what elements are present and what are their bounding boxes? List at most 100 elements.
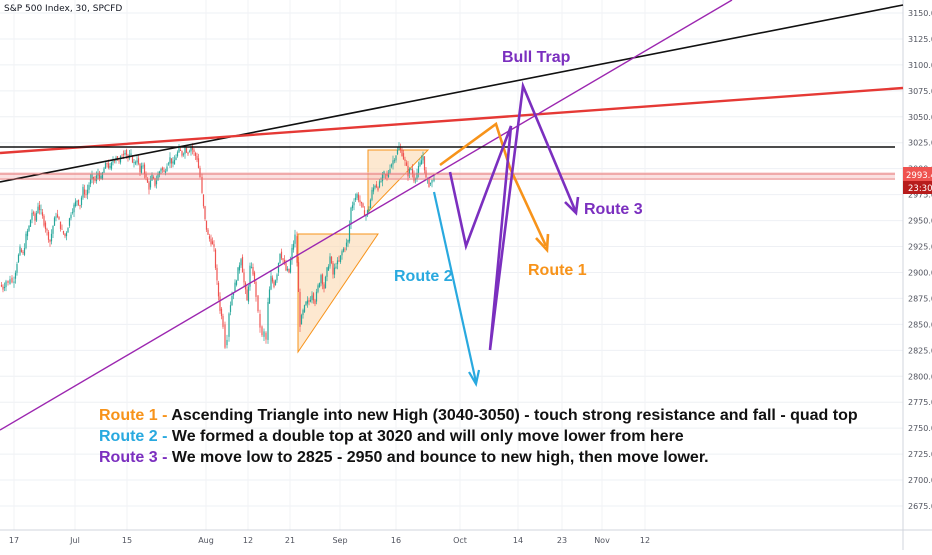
candle-body xyxy=(393,160,396,162)
price-tags[interactable]: 2993.4 23:30 xyxy=(903,167,932,194)
candle-body xyxy=(210,238,212,245)
candle-body xyxy=(324,276,327,289)
candle-body xyxy=(330,256,333,264)
candle-body xyxy=(68,218,71,226)
candle-body xyxy=(347,240,349,243)
candle-body xyxy=(423,156,426,171)
candle-body xyxy=(38,205,41,211)
candle-body xyxy=(321,274,324,285)
route1-label: Route 1 xyxy=(528,262,587,279)
candle-body xyxy=(56,214,59,217)
candle-body xyxy=(374,185,376,188)
candle-body xyxy=(314,300,316,304)
candle-body xyxy=(356,193,358,198)
black-resistance-line xyxy=(0,4,904,183)
candle-body xyxy=(431,179,433,183)
candle-body xyxy=(28,225,30,231)
candle-body xyxy=(124,152,126,155)
y-tick-label: 2875.0 xyxy=(908,294,932,303)
candle-body xyxy=(49,239,51,242)
candle-body xyxy=(208,236,211,239)
candle-body xyxy=(130,153,132,155)
candle-body xyxy=(133,162,135,163)
candle-body xyxy=(61,228,63,230)
candle-body xyxy=(344,248,346,250)
candle-body xyxy=(86,189,89,195)
candle-body xyxy=(89,178,92,185)
candle-body xyxy=(136,160,138,163)
candle-body xyxy=(294,234,296,244)
triangle-patterns xyxy=(297,149,430,354)
y-tick-label: 2925.0 xyxy=(908,243,932,252)
candle-body xyxy=(157,174,159,181)
candle-body xyxy=(190,146,192,152)
note-route1-text: Ascending Triangle into new High (3040-3… xyxy=(171,407,858,424)
candle-body xyxy=(2,286,4,290)
candle-body xyxy=(20,249,23,252)
symbol-header: S&P 500 Index, 30, SPCFD xyxy=(4,4,122,14)
candle-body xyxy=(191,145,194,150)
candle-body xyxy=(381,174,384,182)
candle-body xyxy=(214,249,217,268)
red-resistance-line xyxy=(0,86,904,155)
candle-body xyxy=(389,169,391,173)
candle-body xyxy=(404,159,406,161)
candle-body xyxy=(62,230,65,234)
candle-body xyxy=(179,150,182,151)
candle-body xyxy=(104,163,107,169)
candle-body xyxy=(289,260,292,273)
candle-body xyxy=(249,265,251,287)
candle-body xyxy=(228,313,230,337)
candle-body xyxy=(283,260,286,264)
candle-body xyxy=(219,296,221,311)
candle-body xyxy=(390,164,393,167)
candle-body xyxy=(160,168,162,172)
candle-body xyxy=(79,205,81,207)
candle-body xyxy=(13,281,15,283)
candle-body xyxy=(143,164,146,175)
candle-body xyxy=(220,308,223,317)
candle-body xyxy=(148,182,150,190)
candle-body xyxy=(268,289,271,304)
candle-body xyxy=(261,326,263,336)
candle-body xyxy=(122,154,125,155)
candle-body xyxy=(103,168,105,173)
candle-body xyxy=(315,291,318,302)
candle-body xyxy=(318,283,321,288)
candle-body xyxy=(23,248,26,255)
candle-body xyxy=(176,152,179,157)
candle-body xyxy=(241,256,244,273)
candle-body xyxy=(11,277,13,283)
y-tick-label: 3050.0 xyxy=(908,113,932,122)
candle-body xyxy=(112,160,114,163)
candle-body xyxy=(420,160,423,165)
candle-body xyxy=(187,152,189,155)
y-tick-label: 3125.0 xyxy=(908,35,932,44)
candle-body xyxy=(101,172,104,180)
candle-body xyxy=(286,268,289,271)
note-route3-prefix: Route 3 - xyxy=(99,449,172,466)
candle-body xyxy=(25,233,27,249)
candle-body xyxy=(142,165,144,167)
candle-body xyxy=(305,301,307,306)
candle-body xyxy=(16,264,18,273)
candle-body xyxy=(339,255,342,263)
candle-body xyxy=(65,232,68,237)
candle-body xyxy=(253,272,256,283)
x-tick-label: Sep xyxy=(332,536,347,545)
trend-lines xyxy=(0,0,904,431)
candle-body xyxy=(354,197,357,200)
candle-body xyxy=(52,225,54,234)
candle-body xyxy=(226,339,228,346)
candle-body xyxy=(306,300,309,304)
candle-body xyxy=(224,324,226,348)
candle-body xyxy=(366,210,369,216)
candle-body xyxy=(231,295,233,306)
candle-body xyxy=(197,158,200,168)
candle-body xyxy=(267,302,269,340)
candle-body xyxy=(145,174,147,178)
candle-body xyxy=(50,233,53,242)
candle-body xyxy=(323,284,325,289)
candle-body xyxy=(193,149,195,153)
